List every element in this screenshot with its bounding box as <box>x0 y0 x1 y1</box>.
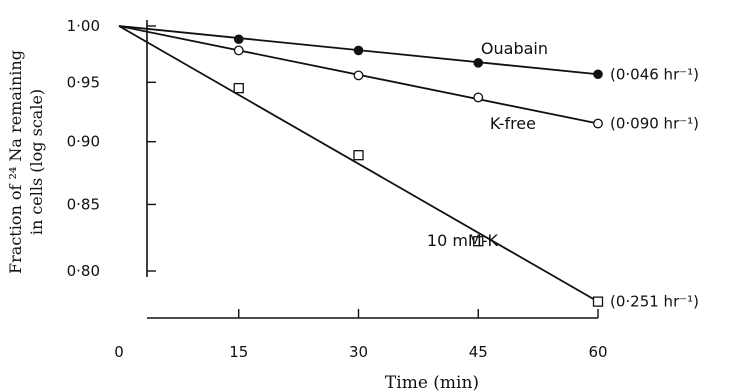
series-name-label: K-free <box>490 114 536 133</box>
y-tick-label: 0·95 <box>67 73 100 91</box>
x-tick-label: 30 <box>349 343 368 361</box>
fit-line-3 <box>118 25 599 303</box>
series-rate-label: (0·251 hr⁻¹) <box>610 293 699 311</box>
x-tick-label: 45 <box>469 343 488 361</box>
data-point-filled <box>353 45 364 56</box>
y-tick-label: 0·90 <box>67 133 100 151</box>
x-tick-label: 0 <box>114 343 124 361</box>
data-points <box>233 34 604 307</box>
axes: 1·00 0·95 0·90 0·85 0·80 0 15 30 45 60 <box>67 17 608 361</box>
series-rate-label: (0·046 hr⁻¹) <box>610 65 699 83</box>
data-point-filled <box>473 58 484 68</box>
x-axis-label: Time (min) <box>385 373 479 392</box>
data-point-open <box>233 45 244 56</box>
series-name-label: Ouabain <box>481 39 548 58</box>
data-point-square <box>592 296 604 307</box>
series-labels: Ouabain (0·046 hr⁻¹) K-free (0·090 hr⁻¹) 10 … <box>427 39 699 311</box>
fit-lines <box>118 25 599 303</box>
y-tick-label: 0·80 <box>67 262 100 280</box>
data-point-square <box>353 150 364 161</box>
y-tick-label: 0·85 <box>67 195 100 213</box>
data-point-filled <box>233 34 244 45</box>
series-rate-label: (0·090 hr⁻¹) <box>610 115 699 133</box>
data-point-open <box>473 92 484 103</box>
y-tick-label: 1·00 <box>67 17 100 35</box>
data-point-square <box>473 236 484 247</box>
x-tick-label: 15 <box>229 343 248 361</box>
data-point-square <box>233 82 244 94</box>
x-tick-label: 60 <box>588 343 607 361</box>
data-point-filled <box>593 69 603 80</box>
series-name-label: 10 mM-K <box>427 231 499 250</box>
data-point-open <box>353 70 364 81</box>
y-axis-label-line1: Fraction of ²⁴ Na remaining <box>6 50 25 274</box>
y-axis-label-line2: in cells (log scale) <box>27 89 46 235</box>
data-point-open <box>593 118 603 129</box>
